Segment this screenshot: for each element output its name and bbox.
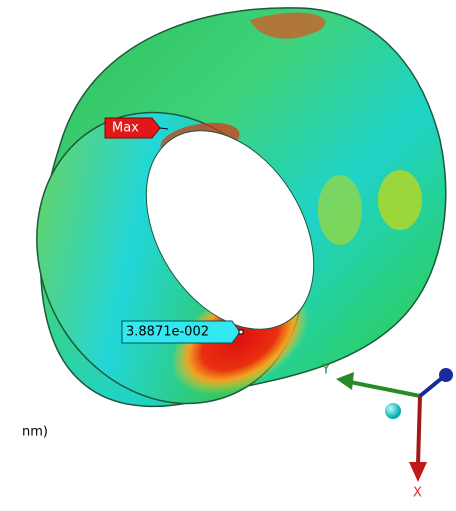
- origin-ball: [385, 403, 401, 419]
- axis-triad: Y X: [321, 363, 453, 501]
- z-axis: [420, 378, 442, 396]
- z-knob: [439, 368, 453, 382]
- probe-label: 3.8871e-002: [126, 325, 209, 340]
- x-axis-label: X: [413, 486, 422, 501]
- page: Max 3.8871e-002 nm) Y X (() => { const d…: [0, 0, 456, 507]
- x-arrow: [409, 462, 427, 482]
- patch: [378, 170, 422, 230]
- legend-fragment: nm): [22, 425, 48, 440]
- probe-point: [239, 330, 243, 334]
- patch: [318, 175, 362, 245]
- viewport: Max 3.8871e-002 nm) Y X: [0, 0, 456, 507]
- y-arrow: [336, 372, 354, 390]
- y-axis-label: Y: [321, 363, 330, 378]
- y-axis: [350, 382, 420, 396]
- x-axis: [418, 396, 420, 465]
- max-label: Max: [112, 121, 139, 136]
- cylinder-model: [0, 8, 446, 451]
- probe-tag: 3.8871e-002: [122, 321, 243, 343]
